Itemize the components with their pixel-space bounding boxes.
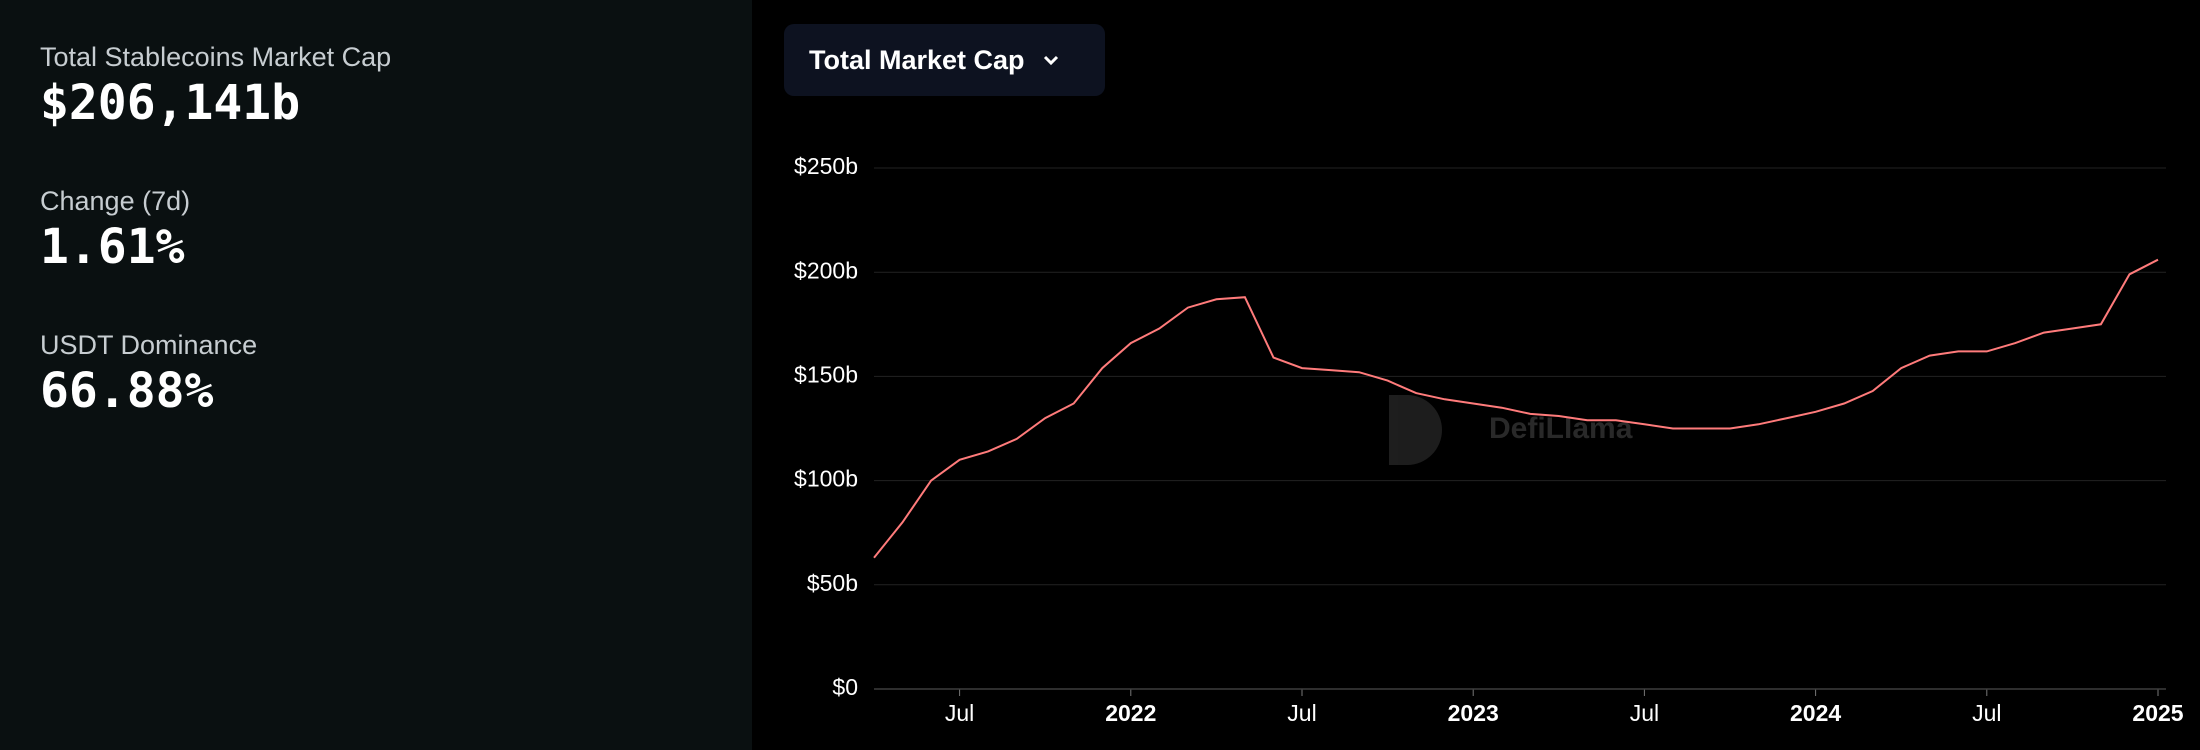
chevron-icon[interactable]: [1039, 48, 1063, 72]
metric-dropdown[interactable]: Total Market Cap: [784, 24, 1105, 96]
x-tick-label: 2024: [1790, 700, 1841, 726]
stat-value: $206,141b: [40, 75, 301, 131]
y-tick-label: $150b: [794, 361, 858, 387]
line-series: [873, 258, 2159, 559]
chart: 2025 Jul 2024 Jul 2023 Jul 2022 Jul $250b $200b $1…: [794, 153, 2184, 726]
stat-label: Change (7d): [40, 186, 191, 216]
y-tick-label: $200b: [794, 257, 858, 283]
stat-label: Total Stablecoins Market Cap: [40, 42, 392, 72]
watermark-logo: [1389, 395, 1442, 465]
stat-label: USDT Dominance: [40, 330, 258, 360]
stat-value: 66.88%: [40, 363, 214, 419]
x-tick-label: Jul: [1630, 700, 1659, 726]
stat-value: 1.61%: [40, 219, 185, 275]
watermark: DefiLlama: [1389, 395, 1633, 465]
x-tick-label: Jul: [945, 700, 974, 726]
dropdown-label[interactable]: Total Market Cap: [809, 44, 1025, 75]
y-tick-label: $100b: [794, 466, 858, 492]
watermark-text: DefiLlama: [1489, 412, 1633, 445]
x-tick-label: 2025: [2132, 700, 2183, 726]
x-tick-label: Jul: [1972, 700, 2001, 726]
stats-panel: Total Stablecoins Market Cap $206,141b C…: [0, 0, 752, 750]
x-tick-label: 2023: [1448, 700, 1499, 726]
y-tick-label: $0: [832, 674, 858, 700]
x-tick-label: Jul: [1287, 700, 1316, 726]
stat: Total Stablecoins Market Cap $206,141b: [40, 42, 391, 131]
x-tick-label: 2022: [1105, 700, 1156, 726]
stat: USDT Dominance 66.88%: [40, 330, 257, 419]
stat: Change (7d) 1.61%: [40, 186, 190, 275]
y-tick-label: $250b: [794, 153, 858, 179]
y-tick-label: $50b: [807, 570, 858, 596]
